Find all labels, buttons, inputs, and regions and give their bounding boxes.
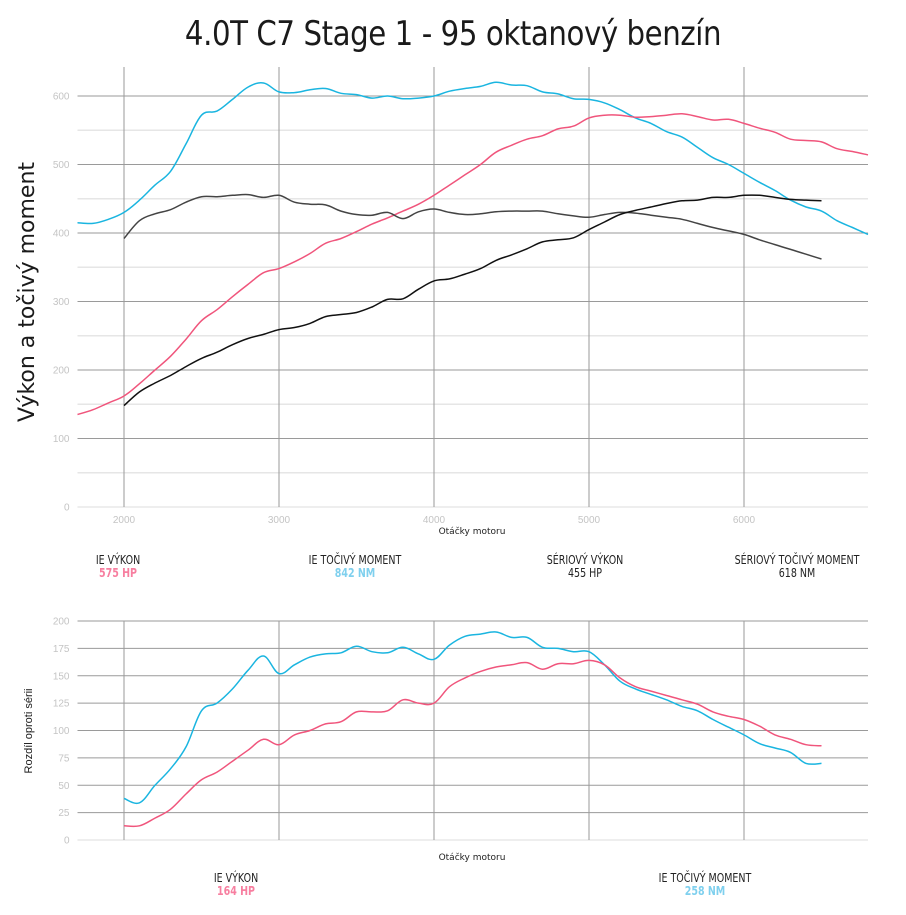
legend-label: SÉRIOVÝ VÝKON bbox=[546, 553, 624, 567]
legend-ie-torque: IE TOČIVÝ MOMENT 842 NM bbox=[289, 554, 421, 580]
series-line bbox=[77, 81, 869, 236]
chart2-y-axis-label: Rozdíl oproti sérii bbox=[23, 689, 35, 774]
series-line bbox=[123, 659, 822, 828]
chart2-series bbox=[123, 631, 822, 828]
y-tick-label: 200 bbox=[53, 617, 70, 628]
chart2-x-axis-label: Otáčky motoru bbox=[439, 852, 506, 863]
series-line bbox=[77, 113, 869, 416]
legend-value: 164 HP bbox=[216, 884, 256, 898]
y-tick-label: 300 bbox=[53, 297, 70, 308]
y-tick-label: 400 bbox=[53, 229, 70, 240]
chart1-grid bbox=[77, 67, 868, 508]
y-tick-label: 600 bbox=[53, 92, 70, 103]
series-line bbox=[123, 631, 822, 805]
x-tick-label: 5000 bbox=[578, 515, 601, 526]
legend-value: 455 HP bbox=[567, 566, 603, 580]
chart2-ticks: 0 25 50 75 100 125 150 175 200 bbox=[53, 617, 70, 847]
series-line bbox=[123, 194, 822, 407]
chart1-series bbox=[77, 81, 869, 416]
y-tick-label: 50 bbox=[58, 781, 70, 792]
chart1-y-axis-label: Výkon a točivý moment bbox=[15, 162, 40, 422]
legend-value: 258 NM bbox=[684, 884, 726, 898]
x-tick-label: 6000 bbox=[733, 515, 756, 526]
x-tick-label: 4000 bbox=[423, 515, 446, 526]
legend-label: IE VÝKON bbox=[213, 871, 259, 885]
series-line bbox=[123, 193, 822, 260]
legend-ie-torque-diff: IE TOČIVÝ MOMENT 258 NM bbox=[639, 872, 771, 898]
legend-stock-torque: SÉRIOVÝ TOČIVÝ MOMENT 618 NM bbox=[722, 554, 872, 580]
legend-ie-power: IE VÝKON 575 HP bbox=[74, 554, 162, 580]
legend-value: 842 NM bbox=[334, 566, 376, 580]
y-tick-label: 100 bbox=[53, 726, 70, 737]
legend-value: 575 HP bbox=[98, 566, 138, 580]
chart1-ticks: 0 100 200 300 400 500 600 2000 3000 4000 5000 6000 bbox=[53, 92, 756, 527]
x-tick-label: 3000 bbox=[268, 515, 291, 526]
y-tick-label: 175 bbox=[53, 644, 70, 655]
legend-label: SÉRIOVÝ TOČIVÝ MOMENT bbox=[734, 553, 860, 567]
y-tick-label: 25 bbox=[58, 808, 70, 819]
legend-label: IE VÝKON bbox=[95, 553, 141, 567]
y-tick-label: 100 bbox=[53, 434, 70, 445]
y-tick-label: 0 bbox=[64, 836, 70, 847]
chart1-x-axis-label: Otáčky motoru bbox=[439, 526, 506, 537]
legend-label: IE TOČIVÝ MOMENT bbox=[658, 871, 752, 885]
y-tick-label: 125 bbox=[53, 699, 70, 710]
y-tick-label: 200 bbox=[53, 366, 70, 377]
chart-title: 4.0T C7 Stage 1 - 95 oktanový benzín bbox=[184, 14, 722, 54]
y-tick-label: 0 bbox=[64, 503, 70, 514]
chart2-grid bbox=[77, 620, 868, 841]
y-tick-label: 75 bbox=[58, 753, 70, 764]
legend-value: 618 NM bbox=[778, 566, 816, 580]
y-tick-label: 500 bbox=[53, 160, 70, 171]
legend-ie-power-diff: IE VÝKON 164 HP bbox=[192, 872, 280, 898]
x-tick-label: 2000 bbox=[113, 515, 136, 526]
legend-label: IE TOČIVÝ MOMENT bbox=[308, 553, 402, 567]
legend-stock-power: SÉRIOVÝ VÝKON 455 HP bbox=[519, 554, 651, 580]
y-tick-label: 150 bbox=[53, 671, 70, 682]
